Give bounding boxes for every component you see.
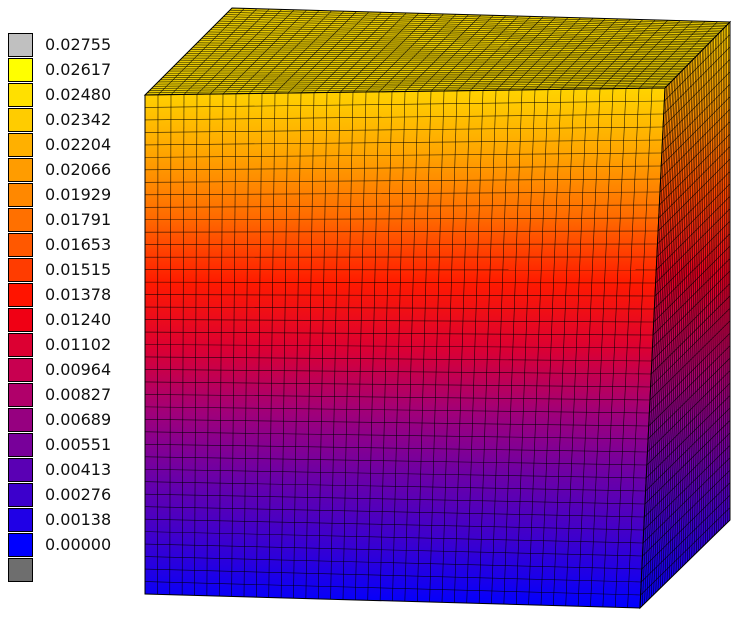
legend-label: 0.00000	[45, 535, 112, 554]
legend-swatch	[8, 333, 33, 357]
legend-swatch	[8, 208, 33, 232]
legend-swatch	[8, 83, 33, 107]
legend-row: 0.02066	[8, 158, 148, 183]
legend-row: 0.00413	[8, 458, 148, 483]
legend-label: 0.00413	[45, 460, 112, 479]
legend-label: 0.00964	[45, 360, 112, 379]
legend-label: 0.02480	[45, 85, 112, 104]
legend-row: 0.01929	[8, 183, 148, 208]
legend-label: 0.00827	[45, 385, 112, 404]
legend-swatch	[8, 258, 33, 282]
legend-row: 0.01102	[8, 333, 148, 358]
legend-row: 0.00276	[8, 483, 148, 508]
cube-front-face	[144, 87, 666, 609]
legend-swatch	[8, 508, 33, 532]
legend-row-below-min	[8, 558, 148, 583]
legend-swatch	[8, 358, 33, 382]
legend-label: 0.00689	[45, 410, 112, 429]
legend-row: 0.01378	[8, 283, 148, 308]
legend-label: 0.02617	[45, 60, 112, 79]
legend-swatch	[8, 133, 33, 157]
legend-row: 0.00964	[8, 358, 148, 383]
legend-swatch-below-min	[8, 558, 33, 582]
legend-row: 0.01240	[8, 308, 148, 333]
front-mesh-lines	[145, 88, 665, 608]
legend-row: 0.02204	[8, 133, 148, 158]
legend-row: 0.01515	[8, 258, 148, 283]
legend-row: 0.01791	[8, 208, 148, 233]
legend-swatch	[8, 183, 33, 207]
legend-swatch	[8, 383, 33, 407]
legend-swatch	[8, 283, 33, 307]
legend-swatch	[8, 433, 33, 457]
legend-row: 0.00689	[8, 408, 148, 433]
legend-label: 0.02342	[45, 110, 112, 129]
legend-label: 0.00276	[45, 485, 112, 504]
legend-swatch	[8, 233, 33, 257]
legend-label: 0.02204	[45, 135, 112, 154]
legend-label: 0.00551	[45, 435, 112, 454]
legend-label: 0.02066	[45, 160, 112, 179]
legend-row: 0.02480	[8, 83, 148, 108]
legend-label: 0.01378	[45, 285, 112, 304]
legend-swatch	[8, 58, 33, 82]
legend-row: 0.02755	[8, 33, 148, 58]
legend-swatch	[8, 33, 33, 57]
legend-label: 0.01102	[45, 335, 112, 354]
legend-row: 0.00000	[8, 533, 148, 558]
legend-label: 0.01653	[45, 235, 112, 254]
legend-row: 0.02617	[8, 58, 148, 83]
legend-label: 0.01515	[45, 260, 112, 279]
legend-swatch	[8, 483, 33, 507]
legend-label: 0.01929	[45, 185, 112, 204]
top-mesh-lines	[145, 8, 730, 95]
legend-row: 0.02342	[8, 108, 148, 133]
legend-swatch	[8, 308, 33, 332]
legend-label: 0.00138	[45, 510, 112, 529]
legend-label: 0.01240	[45, 310, 112, 329]
legend-row: 0.00827	[8, 383, 148, 408]
legend-swatch	[8, 158, 33, 182]
legend-swatch	[8, 458, 33, 482]
legend-swatch	[8, 108, 33, 132]
legend-swatch	[8, 533, 33, 557]
legend-row: 0.00551	[8, 433, 148, 458]
legend-row: 0.01653	[8, 233, 148, 258]
legend-label: 0.02755	[45, 35, 112, 54]
legend-swatch	[8, 408, 33, 432]
legend-label: 0.01791	[45, 210, 112, 229]
legend-row: 0.00138	[8, 508, 148, 533]
side-mesh-lines	[640, 22, 730, 608]
